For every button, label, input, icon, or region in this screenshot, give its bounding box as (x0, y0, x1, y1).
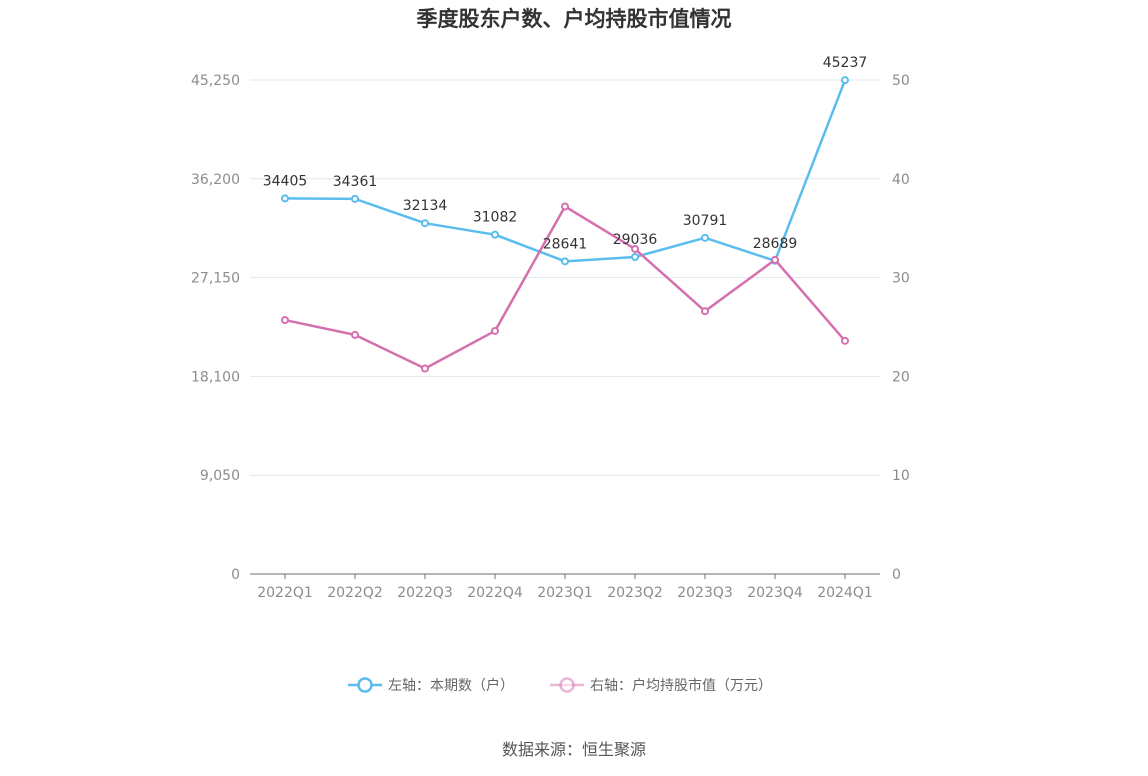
y-right-tick-label: 10 (892, 468, 910, 484)
data-label: 34405 (263, 173, 308, 189)
series-point[interactable] (281, 316, 289, 325)
y-left-tick-label: 27,150 (191, 271, 240, 287)
x-tick-label: 2022Q1 (257, 585, 313, 601)
series-point[interactable] (421, 364, 429, 373)
x-tick-label: 2023Q2 (607, 585, 663, 601)
x-tick-label: 2022Q4 (467, 585, 523, 601)
series-point[interactable] (561, 202, 569, 211)
series-point[interactable] (351, 330, 359, 339)
series-point[interactable] (701, 307, 709, 316)
series-point[interactable] (351, 194, 359, 203)
x-tick-label: 2023Q1 (537, 585, 593, 601)
data-label: 28641 (543, 236, 588, 252)
data-labels: 34405 34361 32134 31082 28641 29036 30791 28689… (263, 55, 868, 252)
y-left-tick-label: 36,200 (191, 172, 240, 188)
source-note: 数据来源：恒生聚源 (502, 740, 646, 759)
y-right-tick-label: 0 (892, 567, 901, 583)
y-right-tick-label: 30 (892, 271, 910, 287)
y-left-tick-label: 9,050 (200, 468, 240, 484)
axes: 0 9,050 18,100 27,150 36,200 45,250 0 10 20 30 40 5… (191, 73, 910, 601)
y-right-tick-label: 50 (892, 73, 910, 89)
legend-label: 右轴：户均持股市值（万元） (590, 677, 772, 694)
y-right-tick-label: 20 (892, 369, 910, 385)
y-right-tick-label: 40 (892, 172, 910, 188)
series-point[interactable] (841, 336, 849, 345)
series-point[interactable] (841, 76, 849, 85)
series-point[interactable] (491, 230, 499, 239)
data-label: 29036 (613, 232, 658, 248)
series (281, 76, 849, 373)
legend-label: 左轴：本期数（户） (388, 677, 514, 694)
x-tick-label: 2023Q4 (747, 585, 803, 601)
x-tick-label: 2024Q1 (817, 585, 873, 601)
series-point[interactable] (491, 326, 499, 335)
data-label: 45237 (823, 55, 868, 71)
y-left-tick-label: 45,250 (191, 73, 240, 89)
series-point[interactable] (421, 219, 429, 228)
legend-marker (559, 677, 575, 693)
x-tick-label: 2022Q3 (397, 585, 453, 601)
y-left-tick-label: 18,100 (191, 369, 240, 385)
legend-marker (357, 677, 373, 693)
series-point[interactable] (561, 257, 569, 266)
series-line (284, 79, 847, 263)
chart-title: 季度股东户数、户均持股市值情况 (417, 7, 732, 31)
x-tick-label: 2023Q3 (677, 585, 733, 601)
grid (250, 79, 880, 476)
series-point[interactable] (281, 194, 289, 203)
series-point[interactable] (701, 233, 709, 242)
series-point[interactable] (631, 244, 639, 253)
legend[interactable]: 左轴：本期数（户） 右轴：户均持股市值（万元） (348, 677, 772, 694)
data-label: 31082 (473, 210, 518, 226)
data-label: 34361 (333, 174, 378, 190)
data-label: 32134 (403, 198, 448, 214)
series-line (284, 205, 846, 370)
data-label: 30791 (683, 213, 728, 229)
legend-item[interactable]: 左轴：本期数（户） (348, 677, 514, 694)
series-point[interactable] (771, 255, 779, 264)
y-left-tick-label: 0 (231, 567, 240, 583)
x-tick-label: 2022Q2 (327, 585, 383, 601)
series-point[interactable] (631, 253, 639, 262)
legend-item[interactable]: 右轴：户均持股市值（万元） (550, 677, 772, 694)
data-label: 28689 (753, 236, 798, 252)
